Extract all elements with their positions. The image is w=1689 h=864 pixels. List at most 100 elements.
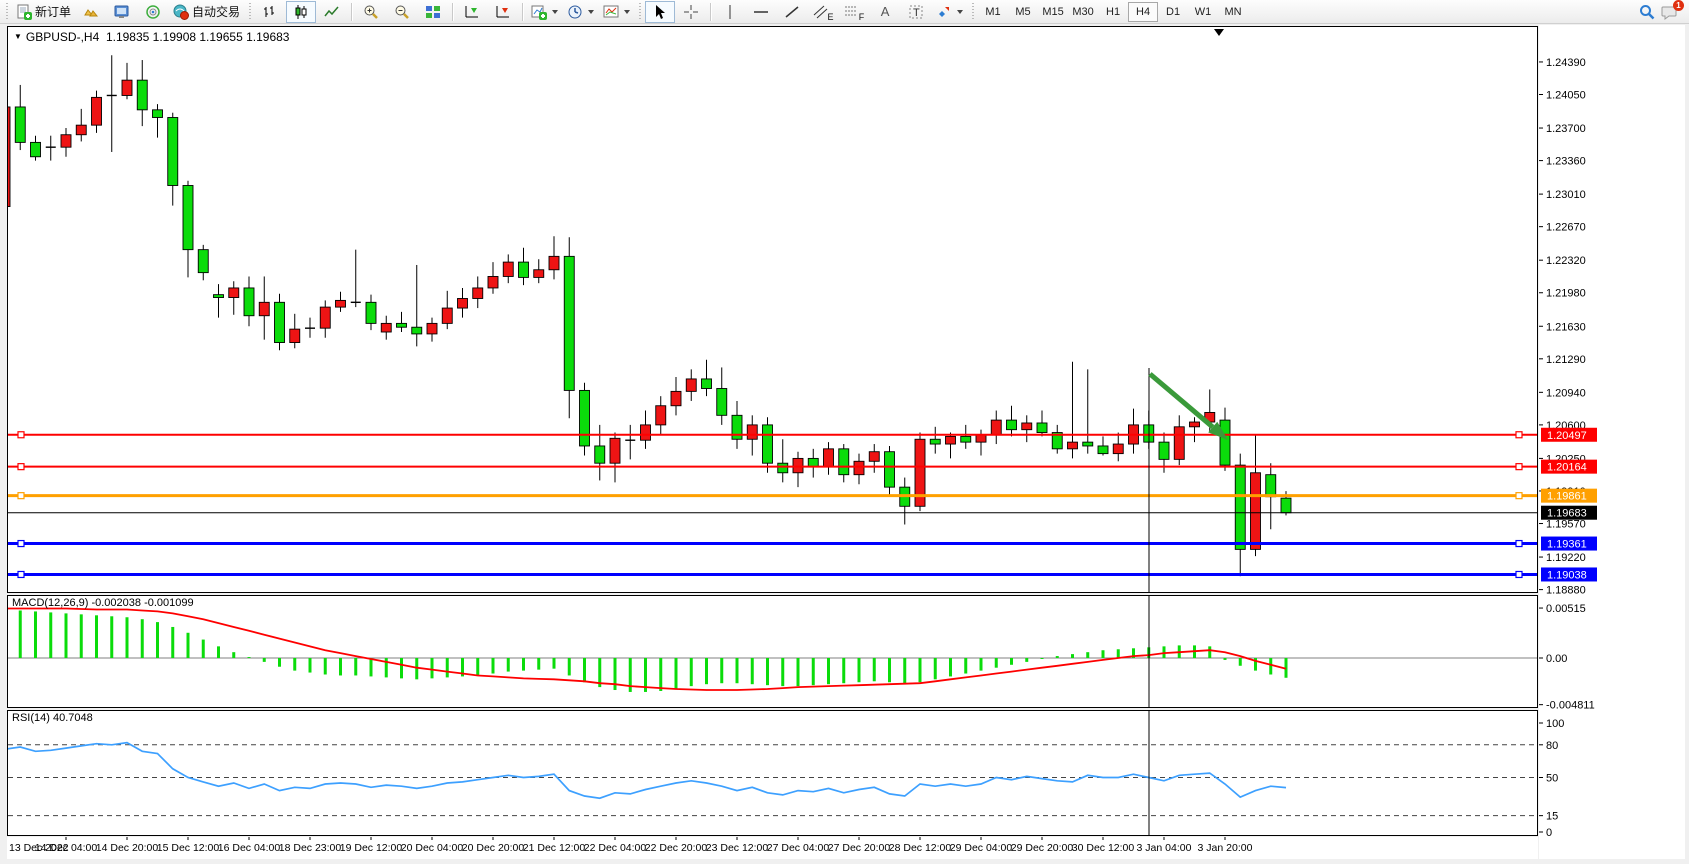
templates-button[interactable] [599,1,634,23]
svg-text:1.23700: 1.23700 [1546,123,1586,135]
svg-text:1.19038: 1.19038 [1547,569,1587,581]
dropdown-caret-icon [552,9,559,14]
periods-button[interactable] [563,1,598,23]
svg-text:0.00: 0.00 [1546,653,1567,665]
cursor-icon [652,4,668,20]
svg-text:0.00515: 0.00515 [1546,603,1586,615]
svg-text:1.21290: 1.21290 [1546,354,1586,366]
market-watch-button[interactable] [76,1,106,23]
timeframe-group: M1 M5 M15 M30 H1 H4 D1 W1 MN [978,1,1248,22]
timeframe-W1[interactable]: W1 [1194,5,1212,18]
svg-text:1.20497: 1.20497 [1547,430,1587,442]
bar-chart-icon [262,4,278,20]
svg-text:13 Dec 2022: 13 Dec 2022 [9,842,69,854]
tile-windows-button[interactable] [418,1,448,23]
candlestick-chart[interactable] [0,27,1537,592]
svg-text:1.22320: 1.22320 [1546,255,1586,267]
vertical-line-tool-button[interactable] [715,1,745,23]
add-indicator-icon [531,4,548,20]
indicator-window-button[interactable] [457,1,487,23]
svg-text:15 Dec 12:00: 15 Dec 12:00 [157,842,220,854]
svg-text:1.20940: 1.20940 [1546,387,1586,399]
text-tool-button[interactable]: A [870,1,900,23]
crosshair-icon [683,4,699,20]
timeframe-M1[interactable]: M1 [985,5,1001,18]
channel-tool-button[interactable]: E [808,1,838,23]
toolbar-grip[interactable] [247,2,253,21]
new-order-icon [16,4,32,20]
zoom-in-button[interactable] [356,1,386,23]
svg-text:27 Dec 20:00: 27 Dec 20:00 [828,842,891,854]
fibonacci-tool-button[interactable]: F [839,1,869,23]
toolbar-grip[interactable] [637,2,643,21]
svg-text:23 Dec 12:00: 23 Dec 12:00 [706,842,769,854]
macd-indicator-pane[interactable]: MACD(12,26,9) -0.002038 -0.001099 [3,595,1538,708]
horizontal-line-tool-button[interactable] [746,1,776,23]
timeframe-D1[interactable]: D1 [1166,5,1181,18]
timeframe-H1[interactable]: H1 [1106,5,1121,18]
macd-chart[interactable] [3,596,1537,707]
svg-text:27 Dec 04:00: 27 Dec 04:00 [767,842,830,854]
timeframe-M15[interactable]: M15 [1042,5,1064,18]
cursor-tool-button[interactable] [645,0,676,23]
dropdown-caret-icon [957,9,964,14]
indicator-window-remove-button[interactable] [488,1,518,23]
symbol-dropdown-icon[interactable]: ▼ [14,32,22,41]
svg-text:80: 80 [1546,740,1558,752]
timeframe-H4[interactable]: H4 [1128,1,1159,22]
svg-text:1.19361: 1.19361 [1547,539,1587,551]
svg-text:20 Dec 20:00: 20 Dec 20:00 [462,842,525,854]
svg-text:28 Dec 12:00: 28 Dec 12:00 [889,842,952,854]
timeframe-M5[interactable]: M5 [1015,5,1031,18]
crosshair-tool-button[interactable] [676,1,706,23]
svg-text:29 Dec 20:00: 29 Dec 20:00 [1011,842,1074,854]
chart-symbol: GBPUSD-,H4 [25,30,100,44]
equidistant-channel-icon [813,4,829,20]
svg-text:1.21630: 1.21630 [1546,321,1586,333]
add-indicator-button[interactable] [527,1,562,23]
chat-notification-icon[interactable]: 1 [1661,0,1684,20]
search-icon[interactable] [1639,4,1655,20]
toolbar-grip[interactable] [970,2,976,21]
notification-badge: 1 [1673,0,1684,11]
line-chart-button[interactable] [317,1,347,23]
svg-text:1.19861: 1.19861 [1547,491,1587,503]
label-tool-button[interactable]: T [901,1,931,23]
zoom-out-button[interactable] [387,1,417,23]
price-axis[interactable]: 1.24390 1.24050 1.23700 1.23360 1.23010 1.226… [1539,25,1685,859]
svg-text:1.19570: 1.19570 [1546,519,1586,531]
svg-text:1.23010: 1.23010 [1546,189,1586,201]
svg-text:29 Dec 04:00: 29 Dec 04:00 [950,842,1013,854]
svg-text:30 Dec 12:00: 30 Dec 12:00 [1072,842,1135,854]
timeframe-MN[interactable]: MN [1224,5,1242,18]
trendline-tool-button[interactable] [777,1,807,23]
svg-text:18 Dec 23:00: 18 Dec 23:00 [279,842,342,854]
toolbar-grip[interactable] [4,2,9,21]
signal-icon [145,4,161,20]
trendline-icon [784,4,800,20]
new-order-button[interactable]: 新订单 [12,1,75,23]
signals-button[interactable] [138,1,168,23]
svg-text:1.22670: 1.22670 [1546,222,1586,234]
svg-text:-0.004811: -0.004811 [1546,700,1595,712]
shapes-tool-button[interactable] [932,1,967,23]
svg-text:3 Jan 20:00: 3 Jan 20:00 [1198,842,1253,854]
timeframe-M30[interactable]: M30 [1072,5,1094,18]
depth-of-market-button[interactable] [107,1,137,23]
main-price-pane[interactable]: ▼ GBPUSD-,H4 1.19835 1.19908 1.19655 1.19… [0,26,1538,593]
candlestick-chart-button[interactable] [286,0,317,23]
svg-text:1.24390: 1.24390 [1546,57,1586,69]
svg-text:1.19683: 1.19683 [1547,508,1587,520]
gold-icon [83,4,99,20]
arrows-shapes-icon [936,4,952,20]
candlestick-chart-icon [293,4,309,20]
rsi-indicator-pane[interactable]: RSI(14) 40.7048 [4,710,1538,836]
bar-chart-button[interactable] [255,1,285,23]
auto-trading-button[interactable]: 自动交易 [169,1,244,23]
rsi-chart[interactable] [4,711,1537,835]
svg-text:14 Dec 20:00: 14 Dec 20:00 [96,842,159,854]
time-axis[interactable]: 13 Dec 2022 14 Dec 04:00 14 Dec 20:00 15 De… [4,837,1538,859]
svg-text:1.21980: 1.21980 [1546,288,1586,300]
zoom-in-icon [363,4,379,20]
svg-text:16 Dec 04:00: 16 Dec 04:00 [218,842,281,854]
